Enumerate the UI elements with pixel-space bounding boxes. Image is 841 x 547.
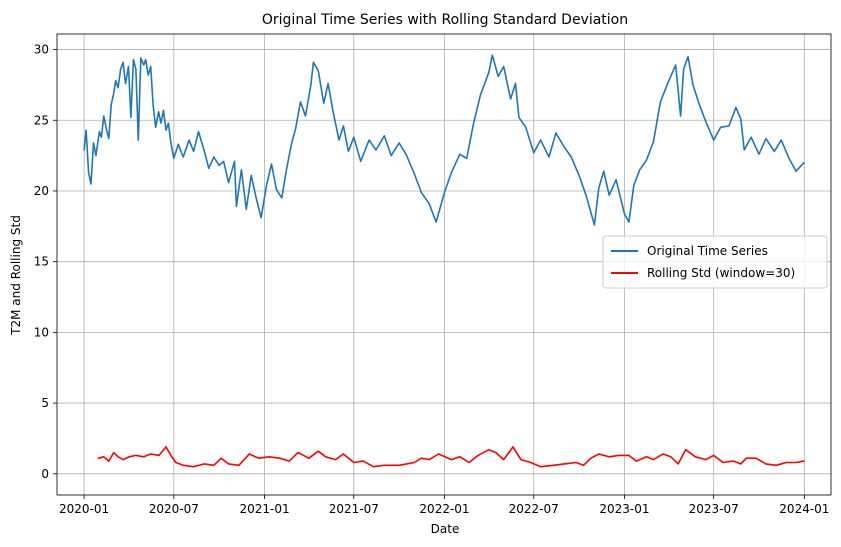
x-tick-label: 2020-07 bbox=[149, 502, 199, 516]
axes-frame bbox=[56, 33, 832, 496]
x-tick-label: 2023-07 bbox=[689, 502, 739, 516]
y-tick-label: 20 bbox=[34, 184, 49, 198]
legend-label-rolling: Rolling Std (window=30) bbox=[647, 266, 795, 280]
x-tick-label: 2022-01 bbox=[419, 502, 469, 516]
legend: Original Time Series Rolling Std (window… bbox=[602, 235, 828, 289]
x-tick-label: 2020-01 bbox=[59, 502, 109, 516]
y-tick-label: 30 bbox=[34, 43, 49, 57]
x-tick-label: 2023-01 bbox=[599, 502, 649, 516]
legend-label-original: Original Time Series bbox=[647, 244, 768, 258]
y-tick-label: 10 bbox=[34, 325, 49, 339]
y-tick-label: 0 bbox=[41, 467, 49, 481]
x-tick-label: 2021-07 bbox=[329, 502, 379, 516]
series-line-original bbox=[83, 54, 805, 226]
x-tick-label: 2024-01 bbox=[779, 502, 829, 516]
x-axis-label: Date bbox=[431, 522, 460, 536]
x-tick-label: 2021-01 bbox=[239, 502, 289, 516]
y-axis-label: T2M and Rolling Std bbox=[9, 215, 23, 336]
legend-box bbox=[602, 235, 828, 289]
plot-area: 2020-01 2020-07 2021-01 2021-07 2022-01 2022-… bbox=[34, 33, 832, 516]
y-tick-label: 15 bbox=[34, 255, 49, 269]
series-line-rolling bbox=[97, 446, 805, 468]
chart-title: Original Time Series with Rolling Standa… bbox=[262, 12, 628, 28]
y-tick-label: 25 bbox=[34, 113, 49, 127]
x-tick-label: 2022-07 bbox=[509, 502, 559, 516]
y-tick-label: 5 bbox=[41, 396, 49, 410]
grid bbox=[57, 34, 831, 495]
